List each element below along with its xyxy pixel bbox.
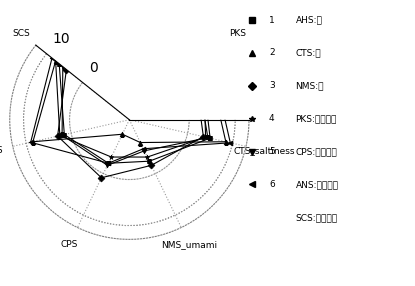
Text: 1: 1 bbox=[269, 15, 275, 25]
Text: 3: 3 bbox=[269, 81, 275, 90]
Text: 6: 6 bbox=[269, 180, 275, 189]
Text: SCS:通用设置: SCS:通用设置 bbox=[295, 213, 338, 222]
Text: NMS:尟: NMS:尟 bbox=[295, 81, 324, 90]
Text: AHS:酸: AHS:酸 bbox=[295, 15, 322, 25]
Text: 2: 2 bbox=[269, 48, 275, 57]
Text: PKS:通用设置: PKS:通用设置 bbox=[295, 114, 337, 123]
Text: CPS:通用设置: CPS:通用设置 bbox=[295, 147, 337, 156]
Text: 5: 5 bbox=[269, 147, 275, 156]
Text: CTS:咏: CTS:咏 bbox=[295, 48, 321, 57]
Text: 4: 4 bbox=[269, 114, 275, 123]
Text: ANS:通用设置: ANS:通用设置 bbox=[295, 180, 339, 189]
